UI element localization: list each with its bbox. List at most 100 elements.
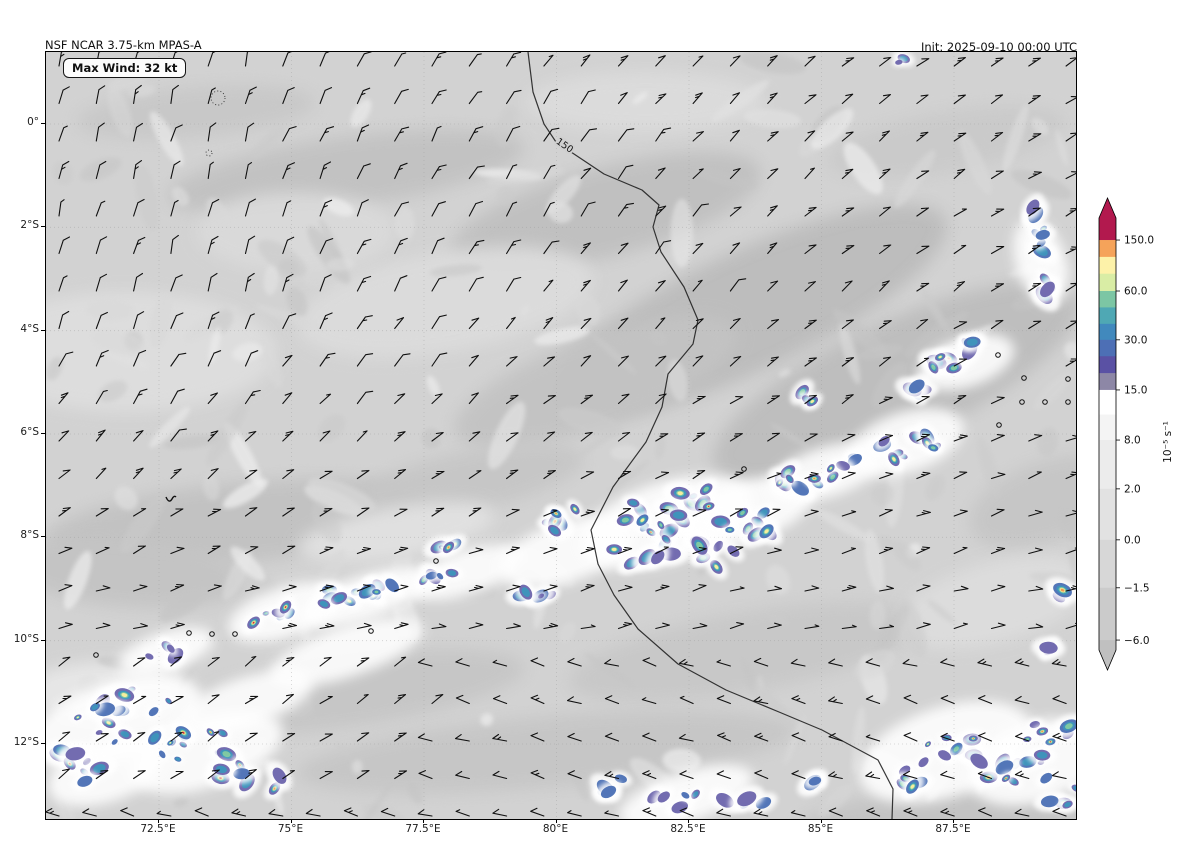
wind-barb (207, 656, 220, 667)
wind-barb (207, 235, 219, 255)
colorbar-segment (1099, 240, 1116, 258)
wind-barb (790, 658, 806, 667)
wind-barb (468, 507, 482, 517)
wind-barb (58, 125, 68, 142)
wind-barb (356, 275, 372, 292)
wind-barb (879, 206, 891, 217)
calm-wind-circle (995, 352, 1001, 358)
wind-barb (394, 52, 407, 67)
wind-barb (953, 132, 967, 142)
wind-barb (604, 732, 620, 742)
wind-barb (268, 809, 284, 817)
wind-barb (95, 389, 108, 405)
wind-barb (319, 312, 333, 330)
wind-barb (356, 770, 370, 780)
wind-barb (692, 131, 704, 142)
wind-barb (417, 809, 433, 817)
wind-barb (282, 770, 295, 780)
wind-barb (133, 467, 144, 480)
wind-barb (940, 770, 955, 780)
wind-barb (953, 208, 967, 217)
wind-barb (170, 583, 185, 592)
wind-barb (617, 202, 635, 217)
wind-barb (1028, 509, 1043, 517)
wind-barb (58, 351, 74, 367)
wind-barb (543, 431, 556, 442)
wind-barb (506, 469, 519, 480)
wind-barb (282, 236, 295, 255)
wind-barb (977, 695, 993, 705)
wind-barb (767, 205, 778, 217)
wind-barb (1065, 358, 1076, 367)
wind-barb (879, 624, 895, 630)
wind-barb (244, 655, 257, 667)
wind-barb (879, 130, 890, 142)
wind-barb (506, 89, 522, 105)
wind-barb (655, 280, 666, 292)
wind-barb (431, 314, 447, 330)
wind-barb (828, 771, 843, 780)
wind-barb (580, 355, 592, 367)
wind-barb (282, 273, 294, 292)
x-axis-tick (555, 819, 557, 823)
wind-barb (1065, 434, 1076, 442)
wind-barb (282, 622, 298, 630)
wind-barb (543, 470, 556, 480)
wind-barb (804, 509, 819, 517)
wind-barb (828, 732, 843, 742)
wind-barb (940, 808, 955, 817)
wind-barb (58, 275, 68, 292)
wind-barb (804, 94, 817, 105)
map-canvas: 150 (46, 52, 1076, 819)
x-axis-tick (820, 819, 822, 823)
wind-barb (754, 732, 769, 742)
wind-barb (865, 658, 881, 667)
colorbar-tick-label: 8.0 (1124, 435, 1141, 447)
y-axis-tick (41, 329, 45, 331)
wind-barb (319, 87, 333, 105)
wind-barb (1014, 770, 1030, 780)
wind-barb (580, 431, 593, 442)
y-tick-label: 4°S (20, 322, 39, 335)
wind-barb (865, 695, 881, 705)
x-tick-label: 82.5°E (670, 823, 706, 835)
wind-barb (879, 280, 890, 292)
wind-barb (58, 430, 70, 442)
wind-barb (692, 508, 707, 517)
wind-barb (879, 472, 894, 480)
wind-barb (530, 694, 545, 705)
wind-barb (305, 808, 321, 817)
wind-barb (990, 396, 1005, 405)
wind-barb (1065, 96, 1076, 105)
wind-barb (454, 734, 470, 742)
wind-barb (916, 622, 931, 630)
wind-barb (244, 86, 257, 105)
wind-barb (133, 311, 145, 330)
wind-barb (1015, 732, 1030, 742)
wind-barb (170, 468, 182, 480)
wind-barb (95, 273, 108, 292)
wind-barb (95, 769, 109, 780)
wind-barb (530, 657, 545, 667)
vorticity-blobs-layer (46, 52, 1076, 819)
wind-barb (133, 430, 144, 442)
wind-barb (207, 584, 222, 592)
wind-barb (207, 52, 216, 67)
wind-barb (841, 357, 855, 367)
wind-barb (319, 656, 332, 667)
wind-barb (655, 93, 667, 105)
y-tick-label: 6°S (20, 426, 39, 438)
wind-barb (356, 87, 371, 105)
wind-barb (841, 131, 854, 142)
wind-barb (953, 395, 967, 405)
map-panel: Max Wind: 32 kt 150 (45, 51, 1077, 820)
wind-barb (394, 770, 408, 780)
wind-barb (380, 807, 396, 817)
wind-barb (916, 58, 930, 67)
wind-barb (767, 622, 782, 630)
wind-barb (244, 507, 258, 517)
wind-barb (133, 160, 143, 180)
wind-barb (753, 657, 769, 667)
wind-barb (133, 584, 148, 592)
wind-barbs-layer (46, 52, 1076, 817)
